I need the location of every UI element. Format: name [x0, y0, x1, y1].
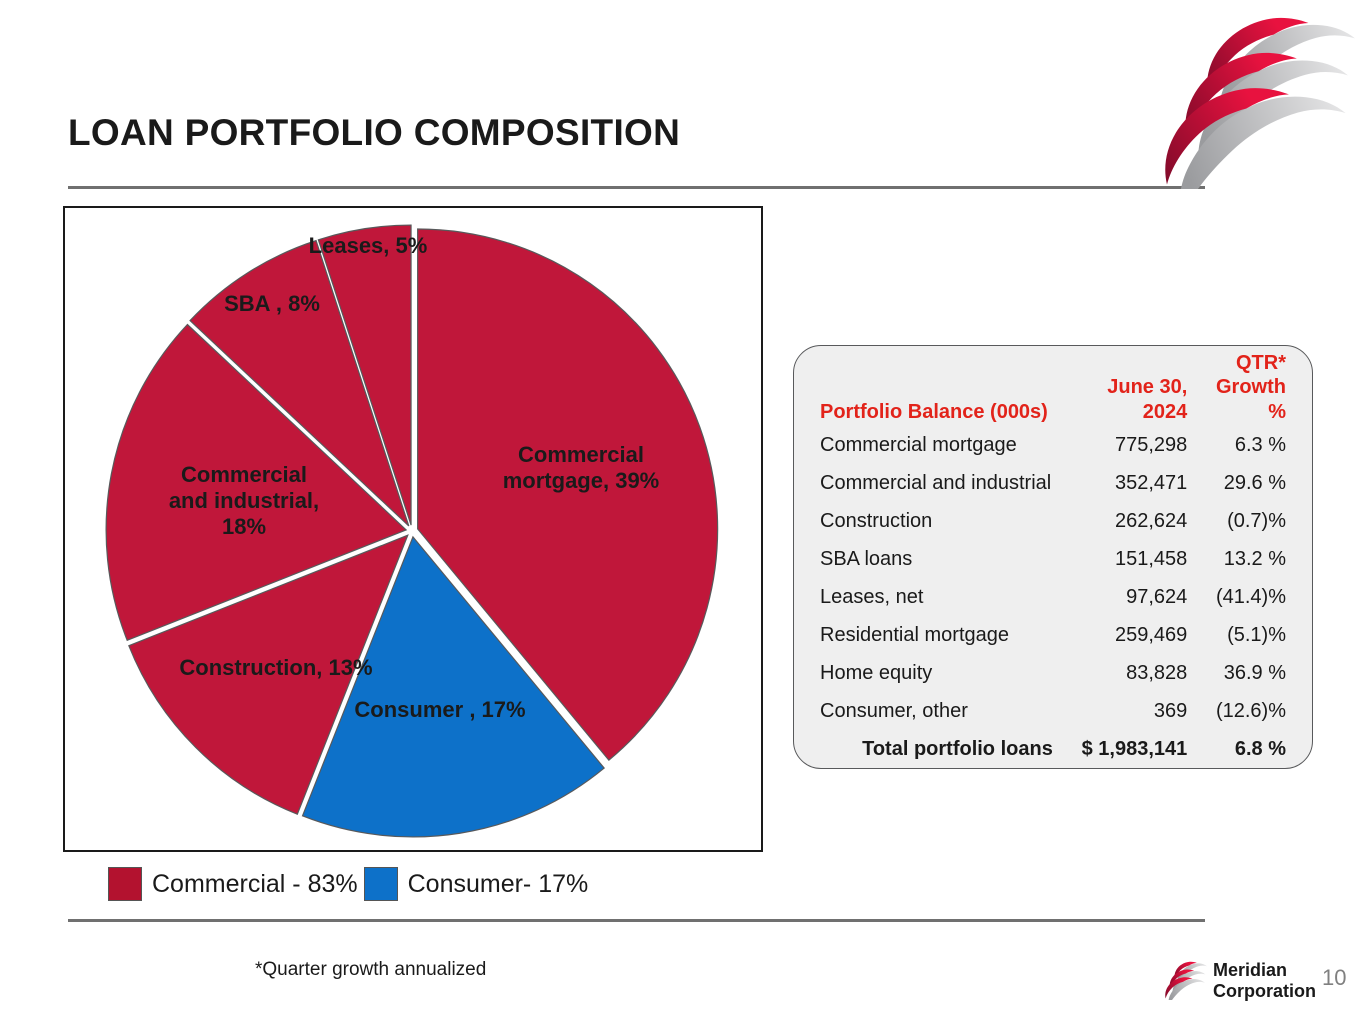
- svg-text:18%: 18%: [222, 514, 266, 539]
- svg-text:Commercial: Commercial: [518, 442, 644, 467]
- svg-text:mortgage, 39%: mortgage, 39%: [503, 468, 660, 493]
- svg-text:Consumer , 17%: Consumer , 17%: [354, 697, 525, 722]
- svg-text:Leases, 5%: Leases, 5%: [309, 233, 428, 258]
- svg-text:and industrial,: and industrial,: [169, 488, 319, 513]
- svg-text:SBA , 8%: SBA , 8%: [224, 291, 320, 316]
- svg-text:Construction, 13%: Construction, 13%: [179, 655, 372, 680]
- svg-text:Commercial: Commercial: [181, 462, 307, 487]
